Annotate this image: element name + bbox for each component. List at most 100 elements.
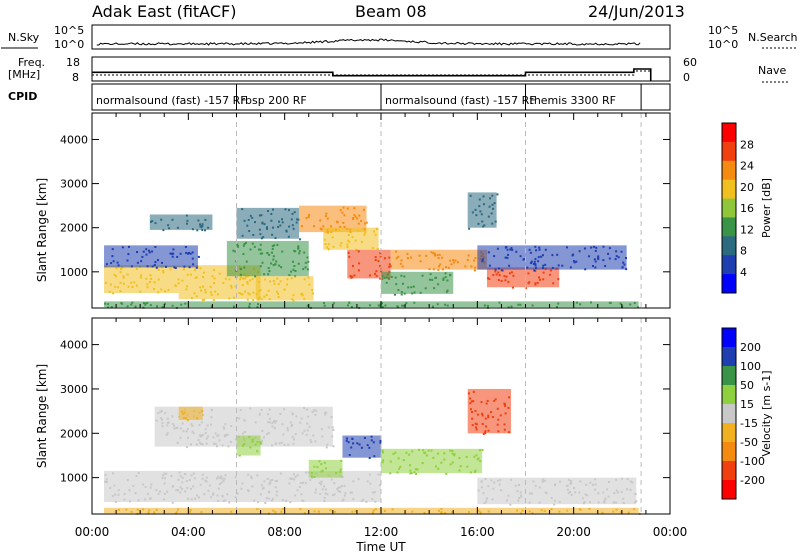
velocity-echo-pixel — [210, 496, 213, 499]
nsky-strip: N.Sky 10^5 10^0 10^5 10^0 N.Search — [1, 24, 798, 51]
velocity-echo-pixel — [181, 487, 184, 490]
velocity-echo-pixel — [485, 500, 488, 503]
velocity-echo-pixel — [247, 489, 250, 492]
velocity-echo-pixel — [317, 510, 320, 513]
power-echo-pixel — [444, 272, 447, 275]
velocity-echo-pixel — [351, 510, 354, 513]
velocity-echo-pixel — [518, 484, 521, 486]
power-echo-pixel — [339, 209, 342, 212]
velocity-echo-pixel — [195, 443, 198, 446]
velocity-echo-pixel — [487, 429, 490, 432]
power-echo-pixel — [185, 251, 188, 254]
power-echo-pixel — [133, 281, 136, 284]
velocity-echo-pixel — [440, 511, 443, 514]
power-echo-pixel — [474, 257, 477, 259]
power-echo-pixel — [633, 302, 636, 304]
power-echo-pixel — [240, 292, 243, 295]
power-echo-pixel — [538, 276, 540, 279]
velocity-echo-pixel — [260, 442, 263, 445]
velocity-colorbar: 200 100 50 15 -15 -50 -100 -200 Velocity [m s-1] — [721, 327, 773, 500]
velocity-echo-pixel — [224, 499, 227, 502]
velocity-echo-pixel — [341, 485, 343, 488]
velocity-echo-pixel — [166, 424, 169, 427]
power-echo-pixel — [481, 220, 484, 223]
velocity-echo-pixel — [300, 493, 303, 496]
velocity-echo-pixel — [482, 492, 485, 495]
velocity-echo-pixel — [553, 503, 556, 506]
power-echo-pixel — [400, 274, 403, 277]
power-echo-pixel — [279, 224, 282, 227]
power-echo-pixel — [297, 218, 300, 221]
velocity-echo-pixel — [362, 498, 365, 501]
power-echo-pixel — [115, 275, 117, 278]
power-echo-pixel — [509, 248, 512, 251]
power-echo-pixel — [253, 245, 256, 248]
velocity-echo-pixel — [469, 471, 472, 474]
power-echo-pixel — [186, 219, 189, 222]
velocity-echo-pixel — [192, 432, 195, 435]
velocity-echo-pixel — [113, 484, 116, 487]
power-echo-pixel — [172, 252, 175, 255]
velocity-echo-pixel — [269, 481, 272, 484]
power-echo-pixel — [352, 264, 354, 267]
power-echo-pixel — [120, 268, 122, 270]
power-echo-pixel — [608, 257, 611, 260]
velocity-echo-pixel — [323, 496, 326, 499]
velocity-echo-pixel — [365, 500, 368, 503]
power-echo-pixel — [410, 256, 412, 259]
power-colorbar-tick-label: 12 — [740, 223, 754, 236]
velocity-echo-pixel — [472, 400, 475, 403]
power-echo-pixel — [473, 269, 476, 272]
velocity-echo-pixel — [313, 510, 316, 513]
power-echo-pixel — [296, 218, 299, 221]
power-echo-pixel — [267, 267, 270, 269]
power-echo-pixel — [297, 247, 300, 249]
velocity-echo-pixel — [267, 421, 270, 424]
power-echo-pixel — [388, 263, 391, 266]
velocity-echo-pixel — [161, 418, 164, 421]
velocity-echo-pixel — [482, 432, 485, 435]
velocity-echo-pixel — [484, 432, 487, 435]
power-echo-pixel — [113, 273, 116, 276]
power-echo-pixel — [400, 291, 403, 294]
power-echo-pixel — [202, 285, 204, 288]
velocity-echo-pixel — [496, 423, 499, 426]
velocity-echo-pixel — [459, 465, 462, 468]
power-echo-region — [381, 271, 454, 294]
power-echo-pixel — [376, 247, 379, 250]
velocity-echo-pixel — [492, 487, 495, 490]
velocity-echo-pixel — [520, 494, 523, 497]
power-echo-pixel — [121, 302, 124, 305]
velocity-echo-pixel — [311, 476, 314, 479]
velocity-echo-pixel — [440, 508, 443, 510]
power-echo-pixel — [594, 249, 597, 252]
power-echo-pixel — [263, 223, 266, 226]
velocity-echo-pixel — [410, 472, 413, 475]
power-echo-pixel — [236, 243, 239, 246]
power-echo-pixel — [578, 250, 581, 253]
velocity-echo-region — [342, 435, 381, 458]
velocity-colorbar-tick-label: 15 — [740, 398, 754, 411]
power-panel: 1000 2000 3000 4000 Slant Range [km] 28 24 20… — [35, 112, 773, 309]
velocity-echo-pixel — [313, 476, 316, 478]
velocity-echo-pixel — [453, 454, 456, 457]
velocity-echo-pixel — [248, 435, 251, 438]
velocity-echo-pixel — [229, 440, 232, 443]
velocity-echo-pixel — [247, 473, 250, 476]
velocity-echo-pixel — [192, 472, 195, 475]
power-echo-pixel — [407, 286, 410, 289]
power-echo-pixel — [277, 283, 280, 285]
power-echo-pixel — [534, 264, 537, 267]
power-echo-pixel — [436, 254, 439, 257]
power-echo-pixel — [552, 282, 555, 285]
velocity-echo-pixel — [205, 442, 208, 445]
power-echo-pixel — [278, 264, 281, 267]
power-echo-pixel — [403, 275, 406, 278]
power-echo-pixel — [184, 302, 187, 305]
power-echo-pixel — [487, 251, 490, 254]
velocity-echo-pixel — [416, 468, 419, 471]
power-echo-pixel — [394, 293, 396, 296]
velocity-echo-pixel — [586, 494, 589, 497]
power-echo-pixel — [444, 276, 447, 279]
